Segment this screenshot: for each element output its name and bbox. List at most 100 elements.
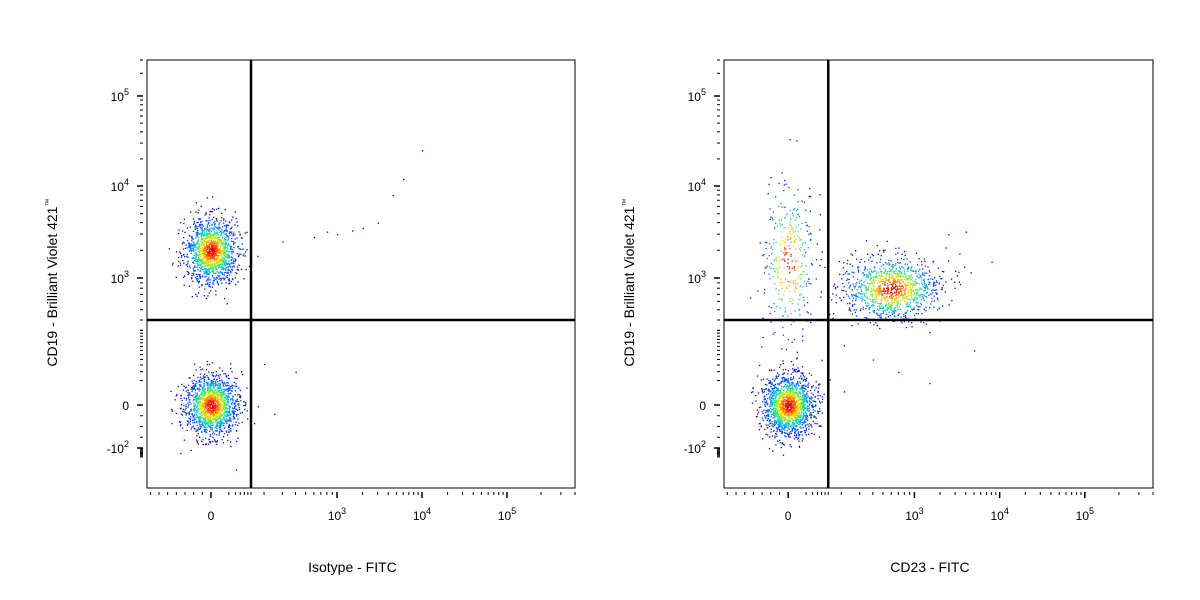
event-dot bbox=[216, 250, 218, 252]
event-dot bbox=[216, 281, 218, 284]
event-dot bbox=[864, 268, 866, 270]
event-dot bbox=[238, 422, 240, 424]
event-dot bbox=[198, 403, 200, 405]
event-dot bbox=[198, 240, 200, 242]
event-dot bbox=[228, 411, 230, 413]
event-dot bbox=[924, 272, 926, 274]
event-dot bbox=[207, 403, 209, 406]
event-dot bbox=[863, 293, 865, 295]
event-dot bbox=[204, 423, 206, 425]
event-dot bbox=[206, 238, 208, 240]
event-dot bbox=[210, 255, 212, 258]
event-dot bbox=[239, 395, 242, 397]
event-dot bbox=[196, 280, 199, 282]
event-dot bbox=[772, 248, 774, 251]
event-dot bbox=[885, 303, 888, 305]
event-dot bbox=[220, 250, 222, 253]
event-dot bbox=[803, 304, 806, 306]
event-dot bbox=[760, 425, 762, 427]
event-dot bbox=[896, 277, 898, 279]
event-dot bbox=[896, 306, 899, 308]
event-dot bbox=[219, 263, 221, 265]
event-dot bbox=[226, 431, 228, 433]
event-dot bbox=[815, 405, 817, 407]
event-dot bbox=[881, 290, 883, 292]
event-dot bbox=[904, 283, 906, 285]
event-dot bbox=[782, 373, 784, 375]
event-dot bbox=[802, 385, 804, 387]
event-dot bbox=[225, 389, 227, 391]
event-dot bbox=[879, 275, 881, 277]
event-dot bbox=[203, 399, 205, 401]
event-dot bbox=[799, 239, 801, 241]
event-dot bbox=[211, 362, 214, 364]
event-dot bbox=[208, 244, 210, 246]
event-dot bbox=[775, 444, 777, 446]
event-dot bbox=[221, 247, 224, 249]
event-dot bbox=[204, 417, 206, 420]
event-dot bbox=[857, 266, 859, 268]
event-dot bbox=[234, 417, 236, 420]
event-dot bbox=[789, 432, 791, 434]
event-dot bbox=[796, 283, 798, 285]
event-dot bbox=[194, 266, 196, 268]
event-dot bbox=[762, 317, 764, 319]
event-dot bbox=[213, 243, 216, 245]
event-dot bbox=[855, 295, 857, 298]
event-dot bbox=[762, 438, 764, 440]
event-dot bbox=[775, 258, 777, 260]
event-dot bbox=[200, 263, 203, 265]
event-dot bbox=[910, 279, 912, 281]
event-dot bbox=[236, 400, 238, 402]
event-dot bbox=[219, 408, 221, 411]
event-dot bbox=[880, 278, 882, 280]
event-dot bbox=[889, 270, 891, 272]
event-dot bbox=[212, 401, 214, 404]
event-dot bbox=[226, 421, 228, 423]
event-dot bbox=[201, 423, 203, 426]
event-dot bbox=[933, 300, 935, 302]
event-dot bbox=[210, 266, 212, 269]
event-dot bbox=[869, 279, 871, 281]
event-dot bbox=[229, 234, 231, 236]
event-dot bbox=[959, 253, 961, 255]
event-dot bbox=[179, 408, 181, 410]
x-axis: 0 103 104 105 bbox=[149, 492, 576, 523]
event-dot bbox=[206, 389, 209, 392]
event-dot bbox=[219, 249, 222, 251]
event-dot bbox=[867, 274, 869, 277]
event-dot bbox=[873, 270, 875, 272]
event-dot bbox=[228, 266, 230, 268]
event-dot bbox=[227, 414, 230, 417]
event-dot bbox=[205, 420, 207, 422]
event-dot bbox=[217, 257, 219, 259]
event-dot bbox=[180, 256, 183, 258]
event-dot bbox=[212, 375, 214, 378]
event-dot bbox=[188, 421, 190, 424]
event-dot bbox=[870, 294, 872, 296]
event-dot bbox=[921, 288, 923, 290]
event-dot bbox=[919, 294, 922, 296]
event-dot bbox=[766, 403, 769, 406]
event-dot bbox=[765, 388, 767, 391]
event-dot bbox=[211, 254, 214, 256]
event-dot bbox=[209, 401, 211, 403]
event-dot bbox=[217, 400, 219, 402]
event-dot bbox=[214, 278, 216, 280]
event-dot bbox=[201, 410, 204, 412]
event-dot bbox=[199, 417, 201, 419]
event-dot bbox=[204, 246, 206, 248]
event-dot bbox=[807, 280, 809, 283]
event-dot bbox=[201, 414, 203, 417]
event-dot bbox=[866, 276, 868, 278]
event-dot bbox=[791, 341, 793, 343]
event-dot bbox=[199, 436, 201, 438]
event-dot bbox=[194, 418, 196, 421]
event-dot bbox=[180, 222, 182, 224]
event-dot bbox=[923, 281, 925, 284]
event-dot bbox=[774, 378, 776, 380]
event-dot bbox=[215, 240, 217, 242]
event-dot bbox=[882, 306, 884, 308]
event-dot bbox=[915, 281, 917, 283]
event-dot bbox=[200, 392, 202, 394]
